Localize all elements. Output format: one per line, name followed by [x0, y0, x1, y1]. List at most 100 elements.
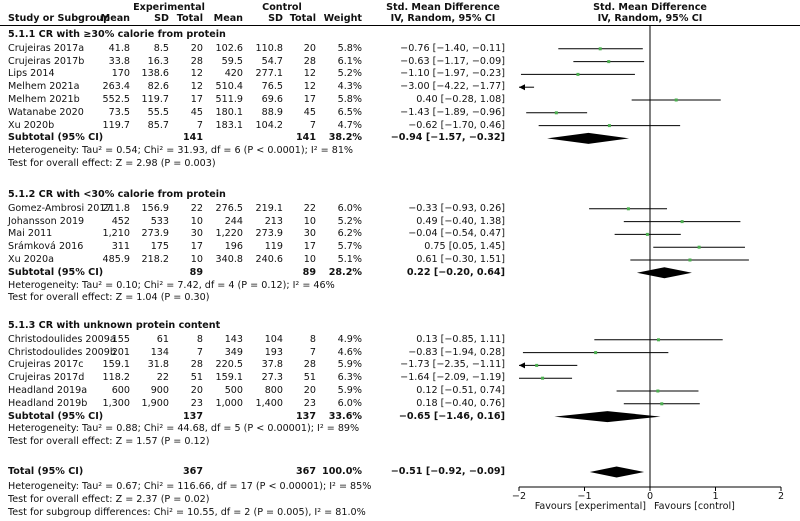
column-header-ctl-sd: SD: [268, 13, 283, 24]
ctl-total: 20: [303, 42, 316, 54]
ctl-sd: 193: [264, 346, 283, 358]
study-smd-ci: −0.63 [−1.17, −0.09]: [400, 55, 505, 67]
ctl-mean: 244: [224, 215, 243, 227]
total-overall-effect: Test for overall effect: Z = 2.37 (P = 0…: [8, 494, 210, 505]
exp-total: 28: [190, 359, 203, 371]
study-name: Gomez-Ambrosi 2017: [8, 202, 112, 214]
exp-mean: 263.4: [102, 81, 130, 93]
exp-mean: 600: [111, 385, 130, 396]
study-1-4-estimate: [688, 258, 692, 262]
subtotal-exp-total: 89: [189, 266, 203, 278]
ctl-total: 12: [303, 81, 316, 93]
exp-mean: 41.8: [108, 42, 130, 54]
total-weight: 100.0%: [322, 466, 362, 477]
total-heterogeneity: Heterogeneity: Tau² = 0.67; Chi² = 116.6…: [8, 481, 372, 492]
column-header-exp-mean: Mean: [100, 13, 130, 24]
ctl-sd: 69.6: [261, 94, 283, 105]
exp-sd: 55.5: [147, 106, 169, 118]
subtotal-diamond-1: [636, 267, 692, 279]
study-name: Srámková 2016: [8, 241, 84, 253]
ctl-total: 30: [303, 228, 316, 240]
column-header-smd-sub: IV, Random, 95% CI: [390, 13, 496, 24]
ctl-sd: 104: [264, 333, 283, 345]
study-name: Crujeiras 2017d: [8, 372, 85, 384]
study-smd-ci: 0.18 [−0.40, 0.76]: [416, 397, 505, 409]
study-weight: 6.3%: [337, 372, 362, 384]
subgroup-heterogeneity: Heterogeneity: Tau² = 0.54; Chi² = 31.93…: [8, 145, 354, 157]
ctl-sd: 76.5: [261, 81, 283, 93]
study-name: Crujeiras 2017b: [8, 55, 85, 67]
x-tick-label: −1: [577, 491, 592, 502]
study-0-5-estimate: [554, 111, 558, 115]
subtotal-label: Subtotal (95% CI): [8, 266, 104, 278]
ctl-mean: 102.6: [215, 42, 243, 54]
x-tick-label: 1: [712, 491, 719, 502]
exp-total: 17: [190, 94, 203, 105]
favours-control-label: Favours [control]: [654, 501, 735, 512]
ctl-mean: 340.8: [215, 254, 243, 265]
study-name: Christodoulides 2009b: [8, 346, 116, 358]
subtotal-diamond-0: [547, 132, 630, 144]
study-weight: 5.7%: [337, 241, 362, 253]
study-smd-ci: 0.13 [−0.85, 1.11]: [416, 333, 505, 345]
study-name: Lips 2014: [8, 68, 55, 80]
subtotal-weight: 33.6%: [328, 410, 362, 422]
exp-total: 45: [190, 106, 203, 118]
exp-sd: 119.7: [141, 94, 169, 105]
exp-sd: 61: [156, 333, 169, 345]
exp-mean: 211.8: [102, 202, 130, 214]
exp-sd: 1,900: [141, 397, 169, 409]
exp-sd: 31.8: [147, 359, 169, 371]
exp-total: 7: [196, 346, 203, 358]
exp-sd: 22: [156, 372, 169, 384]
study-smd-ci: −1.43 [−1.89, −0.96]: [400, 106, 505, 118]
ctl-sd: 273.9: [255, 228, 283, 240]
exp-sd: 85.7: [147, 119, 169, 131]
ctl-total: 10: [303, 215, 316, 227]
subgroup-overall-effect: Test for overall effect: Z = 1.04 (P = 0…: [8, 292, 210, 304]
study-weight: 6.0%: [337, 202, 362, 214]
study-name: Xu 2020b: [8, 119, 55, 131]
study-0-1-estimate: [607, 60, 611, 64]
study-smd-ci: −3.00 [−4.22, −1.77]: [400, 81, 505, 93]
exp-mean: 1,300: [102, 397, 130, 409]
study-name: Crujeiras 2017a: [8, 42, 85, 54]
study-name: Watanabe 2020: [8, 106, 84, 118]
exp-sd: 175: [150, 241, 169, 253]
exp-sd: 900: [150, 385, 169, 396]
exp-mean: 552.5: [102, 94, 130, 105]
study-weight: 5.9%: [337, 359, 362, 371]
ctl-total: 28: [303, 55, 316, 67]
exp-sd: 134: [150, 346, 169, 358]
subgroup-title: 5.1.2 CR with <30% calorie from protein: [8, 189, 226, 200]
exp-mean: 452: [111, 215, 130, 227]
x-tick-label: 0: [646, 491, 654, 502]
ctl-mean: 159.1: [215, 372, 243, 384]
ctl-mean: 510.4: [215, 81, 243, 93]
exp-total: 12: [190, 68, 203, 80]
exp-mean: 155: [111, 333, 130, 345]
study-weight: 5.2%: [337, 215, 362, 227]
study-0-6-estimate: [607, 124, 611, 128]
study-smd-ci: −1.64 [−2.09, −1.19]: [400, 372, 505, 384]
ctl-total: 28: [303, 359, 316, 371]
study-2-3-estimate: [541, 376, 545, 380]
study-weight: 4.7%: [337, 119, 362, 131]
exp-mean: 311: [111, 241, 130, 253]
exp-total: 12: [190, 81, 203, 93]
study-weight: 4.3%: [337, 81, 362, 93]
subtotal-ctl-total: 141: [295, 132, 316, 144]
exp-total: 10: [190, 254, 203, 265]
subtotal-diamond-2: [554, 411, 661, 423]
subgroup-heterogeneity: Heterogeneity: Tau² = 0.88; Chi² = 44.68…: [8, 423, 360, 435]
column-header-exp-total: Total: [176, 13, 203, 24]
study-weight: 6.0%: [337, 397, 362, 409]
study-1-3-estimate: [697, 245, 701, 249]
study-0-4-estimate: [674, 98, 678, 102]
exp-mean: 485.9: [102, 254, 130, 265]
ctl-total: 7: [309, 346, 316, 358]
column-header-exp-sd: SD: [154, 13, 169, 24]
ctl-sd: 54.7: [261, 55, 283, 67]
plot-header-sub: IV, Random, 95% CI: [597, 13, 703, 24]
exp-sd: 82.6: [147, 81, 169, 93]
